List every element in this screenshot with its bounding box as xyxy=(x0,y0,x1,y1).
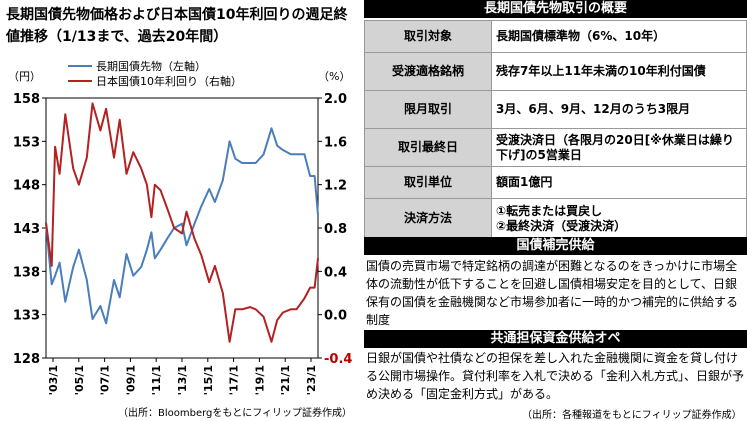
row-value: ①転売または買戻し ②最終決済（受渡決済） xyxy=(491,198,747,239)
row-label: 取引単位 xyxy=(364,166,492,199)
right-tick-label: 2.0 xyxy=(324,92,347,107)
x-tick-label: '17/1 xyxy=(228,365,241,395)
left-axis: （円） 128 133 138 143 148 153 158 xyxy=(8,70,46,367)
left-tick-label: 158 xyxy=(13,92,40,107)
row-label: 受渡適格銘柄 xyxy=(364,52,492,91)
row-value: 受渡決済日（各限月の20日[※休業日は繰り下げ]の5営業日 xyxy=(491,128,747,167)
chart-panel: 長期国債先物価格および日本国債10年利回りの週足終値推移（1/13まで、過去20… xyxy=(0,0,363,420)
right-tick-label: 1.2 xyxy=(324,179,347,194)
row-label: 取引最終日 xyxy=(364,128,492,167)
row-value: 長期国債標準物（6%、10年） xyxy=(491,20,747,53)
x-tick-label: '07/1 xyxy=(99,365,112,395)
legend-label: 長期国債先物（左軸） xyxy=(96,59,206,73)
overview-table: 取引対象 長期国債標準物（6%、10年） 受渡適格銘柄 残存7年以上11年未満の10… xyxy=(364,20,747,239)
x-tick-label: '03/1 xyxy=(47,365,60,395)
table-row: 取引対象 長期国債標準物（6%、10年） xyxy=(364,20,747,53)
table-row: 取引単位 額面1億円 xyxy=(364,166,747,199)
right-tick-label: 0.8 xyxy=(324,222,347,237)
row-label: 限月取引 xyxy=(364,90,492,129)
x-tick-label: '09/1 xyxy=(124,365,137,395)
line-chart: （円） 128 133 138 143 148 153 158 （%） -0.4 0.0 0.4 0.… xyxy=(8,59,352,395)
overview-heading: 長期国債先物取引の概要 xyxy=(364,0,747,18)
row-value: 残存7年以上11年未満の10年利付国債 xyxy=(491,52,747,91)
left-tick-label: 128 xyxy=(13,352,40,367)
x-tick-label: '05/1 xyxy=(73,365,86,395)
left-tick-label: 148 xyxy=(13,179,40,194)
table-row: 限月取引 3月、6月、9月、12月のうち3限月 xyxy=(364,90,747,129)
left-tick-label: 143 xyxy=(13,222,40,237)
series-line-2 xyxy=(45,102,319,343)
row-value: 3月、6月、9月、12月のうち3限月 xyxy=(491,90,747,129)
series-lines xyxy=(45,102,319,343)
x-tick-label: '21/1 xyxy=(279,365,292,395)
supply-heading: 国債補完供給 xyxy=(364,237,747,255)
table-row: 決済方法 ①転売または買戻し ②最終決済（受渡決済） xyxy=(364,198,747,239)
chart-source: （出所：Bloombergをもとにフィリップ証券作成） xyxy=(118,408,352,419)
left-axis-unit: （円） xyxy=(8,70,41,83)
right-tick-label: 0.0 xyxy=(324,309,347,324)
chart-title: 長期国債先物価格および日本国債10年利回りの週足終値推移（1/13まで、過去20… xyxy=(6,7,348,45)
legend: 長期国債先物（左軸）日本国債10年利回り（右軸） xyxy=(68,59,242,88)
right-tick-label: 1.6 xyxy=(324,135,347,150)
x-tick-label: '23/1 xyxy=(305,365,318,395)
repo-text: 日銀が国債や社債などの担保を差し入れた金融機関に資金を貸し付ける公開市場操作。貸… xyxy=(366,351,745,401)
repo-heading: 共通担保資金供給オペ xyxy=(364,330,747,348)
x-tick-label: '11/1 xyxy=(150,365,163,395)
row-value: 額面1億円 xyxy=(491,166,747,199)
table-row: 受渡適格銘柄 残存7年以上11年未満の10年利付国債 xyxy=(364,52,747,91)
right-axis-unit: （%） xyxy=(318,70,350,83)
left-tick-label: 138 xyxy=(13,265,40,280)
x-tick-label: '13/1 xyxy=(176,365,189,395)
row-label: 決済方法 xyxy=(364,198,492,239)
left-tick-label: 153 xyxy=(13,135,40,150)
right-tick-label: 0.4 xyxy=(324,265,347,280)
legend-label: 日本国債10年利回り（右軸） xyxy=(96,74,242,88)
row-label: 取引対象 xyxy=(364,20,492,53)
right-axis: （%） -0.4 0.0 0.4 0.8 1.2 1.6 2.0 xyxy=(318,70,352,367)
x-tick-label: '15/1 xyxy=(202,365,215,395)
x-axis: '03/1 '05/1 '07/1 '09/1 '11/1 '13/1 '15/1 '17/1… xyxy=(47,358,318,395)
table-row: 取引最終日 受渡決済日（各限月の20日[※休業日は繰り下げ]の5営業日 xyxy=(364,128,747,167)
right-tick-label: -0.4 xyxy=(324,352,352,367)
left-tick-label: 133 xyxy=(13,309,40,324)
info-source: （出所：各種報道をもとにフィリップ証券作成） xyxy=(522,410,742,421)
x-tick-label: '19/1 xyxy=(253,365,266,395)
supply-text: 国債の売買市場で特定銘柄の調達が困難となるのをきっかけに市場全体の流動性が低下す… xyxy=(366,259,739,327)
series-line-1 xyxy=(45,127,319,325)
info-panel: 長期国債先物取引の概要 取引対象 長期国債標準物（6%、10年） 受渡適格銘柄 残存… xyxy=(364,0,747,421)
